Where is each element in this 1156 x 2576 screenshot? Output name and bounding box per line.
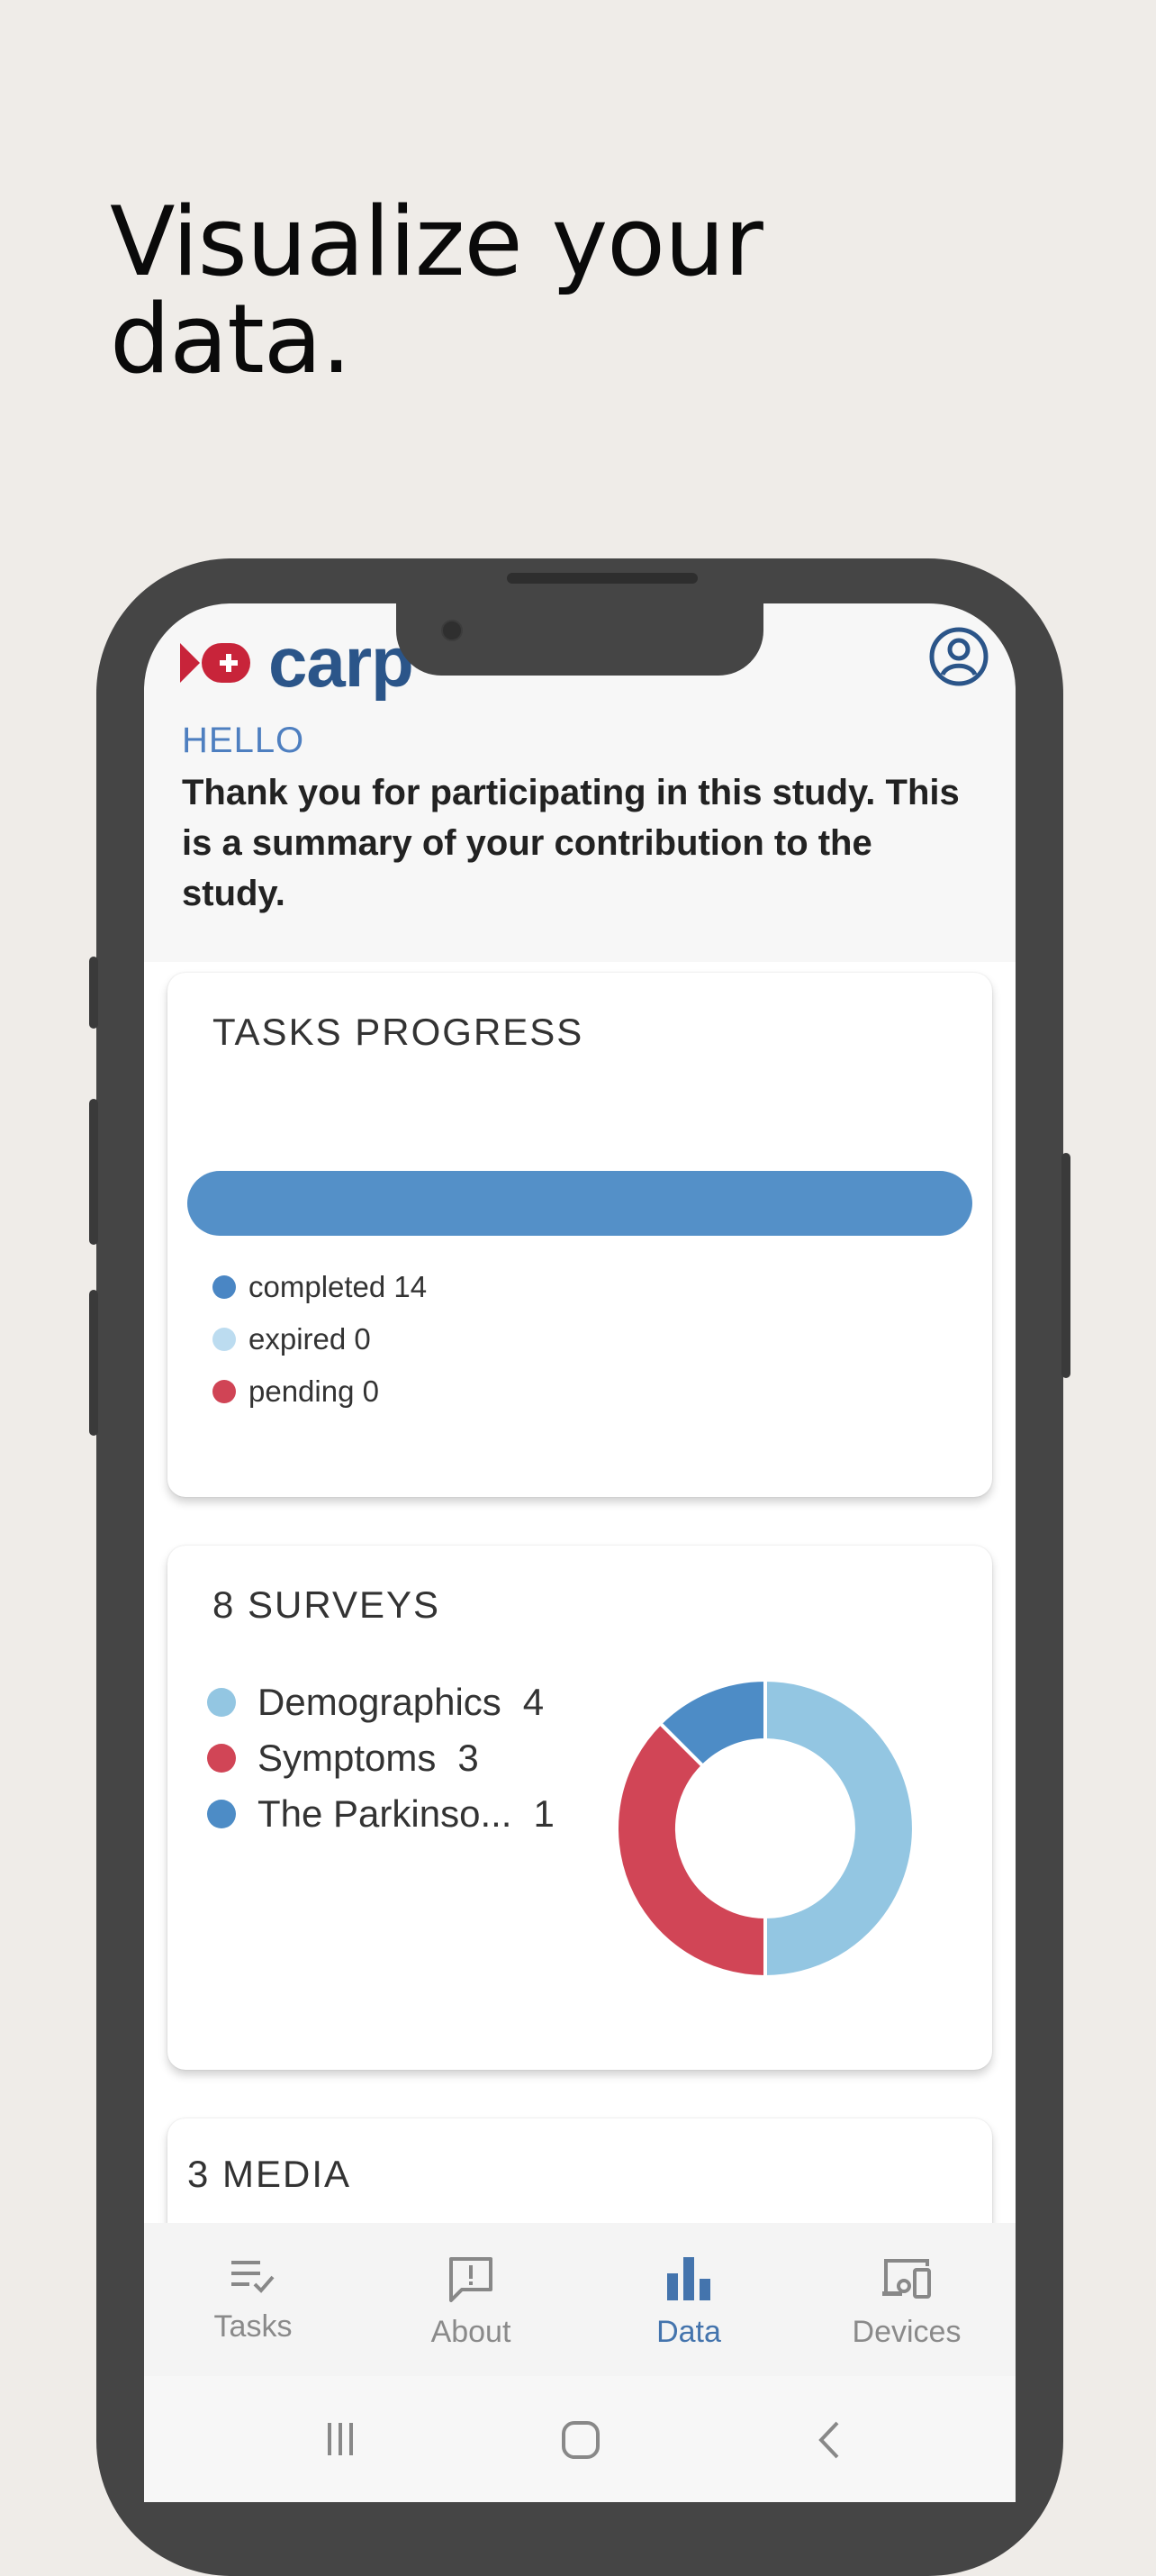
donut-slice-demographics [763,1677,916,1980]
donut-slice-the-parkinso [657,1677,767,1769]
nav-label-about: About [430,2315,511,2349]
tasks-progress-card: TASKS PROGRESS completed 14 expired 0 pe… [167,973,992,1497]
bottom-navigation: Tasks About Data Dev [144,2223,1016,2376]
survey-count-parkinson: 1 [533,1792,555,1835]
surveys-donut-chart [615,1677,916,1980]
survey-legend-parkinson: The Parkinso... 1 [207,1792,555,1836]
tasks-progress-title: TASKS PROGRESS [212,1011,584,1053]
headline-line-2: data. [110,284,351,395]
legend-dot-pending [212,1380,236,1403]
about-icon [449,2257,492,2302]
survey-legend-symptoms: Symptoms 3 [207,1737,479,1780]
legend-expired: expired 0 [212,1322,371,1356]
survey-name-parkinson: The Parkinso... [257,1792,512,1835]
notch [396,603,763,676]
phone-screen: carp HELLO Thank you for participating i… [144,603,1016,2502]
phone-side-button-2 [89,1099,98,1245]
home-icon[interactable] [560,2419,601,2461]
legend-label-completed: completed 14 [248,1270,428,1303]
survey-count-demographics: 4 [522,1681,545,1723]
survey-dot-demographics [207,1688,236,1717]
survey-dot-symptoms [207,1744,236,1773]
profile-icon[interactable] [927,625,990,693]
surveys-title: 8 SURVEYS [212,1583,440,1626]
survey-dot-parkinson [207,1800,236,1828]
bar-chart-icon [667,2257,710,2300]
survey-name-demographics: Demographics [257,1681,501,1723]
nav-about[interactable]: About [381,2223,561,2350]
carp-logo-icon [180,642,250,683]
legend-dot-completed [212,1275,236,1299]
recent-apps-icon[interactable] [321,2419,360,2459]
nav-label-tasks: Tasks [213,2309,293,2344]
donut-slice-symptoms [615,1720,767,1980]
survey-count-symptoms: 3 [457,1737,479,1779]
nav-label-data: Data [656,2315,721,2349]
legend-completed: completed 14 [212,1270,427,1304]
phone-side-button-3 [89,1290,98,1436]
legend-label-pending: pending 0 [248,1374,379,1408]
content-area: TASKS PROGRESS completed 14 expired 0 pe… [144,962,1016,2389]
earpiece-speaker [507,573,698,584]
back-icon[interactable] [816,2419,843,2461]
media-title: 3 MEDIA [187,2153,352,2195]
tasks-progress-bar [187,1171,972,1236]
front-camera [441,620,463,641]
legend-pending: pending 0 [212,1374,379,1409]
headline-line-1: Visualize your [110,186,763,297]
phone-side-button-1 [89,957,98,1029]
app-logo: carp [180,621,414,703]
nav-devices[interactable]: Devices [817,2223,997,2350]
survey-name-symptoms: Symptoms [257,1737,437,1779]
legend-label-expired: expired 0 [248,1322,371,1356]
surveys-card[interactable]: 8 SURVEYS Demographics 4 Symptoms 3 The … [167,1546,992,2070]
tasks-icon [231,2261,275,2293]
phone-power-button [1061,1153,1070,1378]
devices-icon [882,2259,931,2299]
logo-text: carp [268,622,414,702]
nav-data[interactable]: Data [599,2223,779,2350]
survey-legend-demographics: Demographics 4 [207,1681,544,1724]
legend-dot-expired [212,1328,236,1351]
nav-label-devices: Devices [852,2315,962,2349]
page-headline: Visualize your data. [110,194,763,388]
nav-tasks[interactable]: Tasks [163,2223,343,2345]
greeting: HELLO [182,721,305,760]
system-navigation-bar [144,2376,1016,2502]
intro-text: Thank you for participating in this stud… [182,773,960,913]
